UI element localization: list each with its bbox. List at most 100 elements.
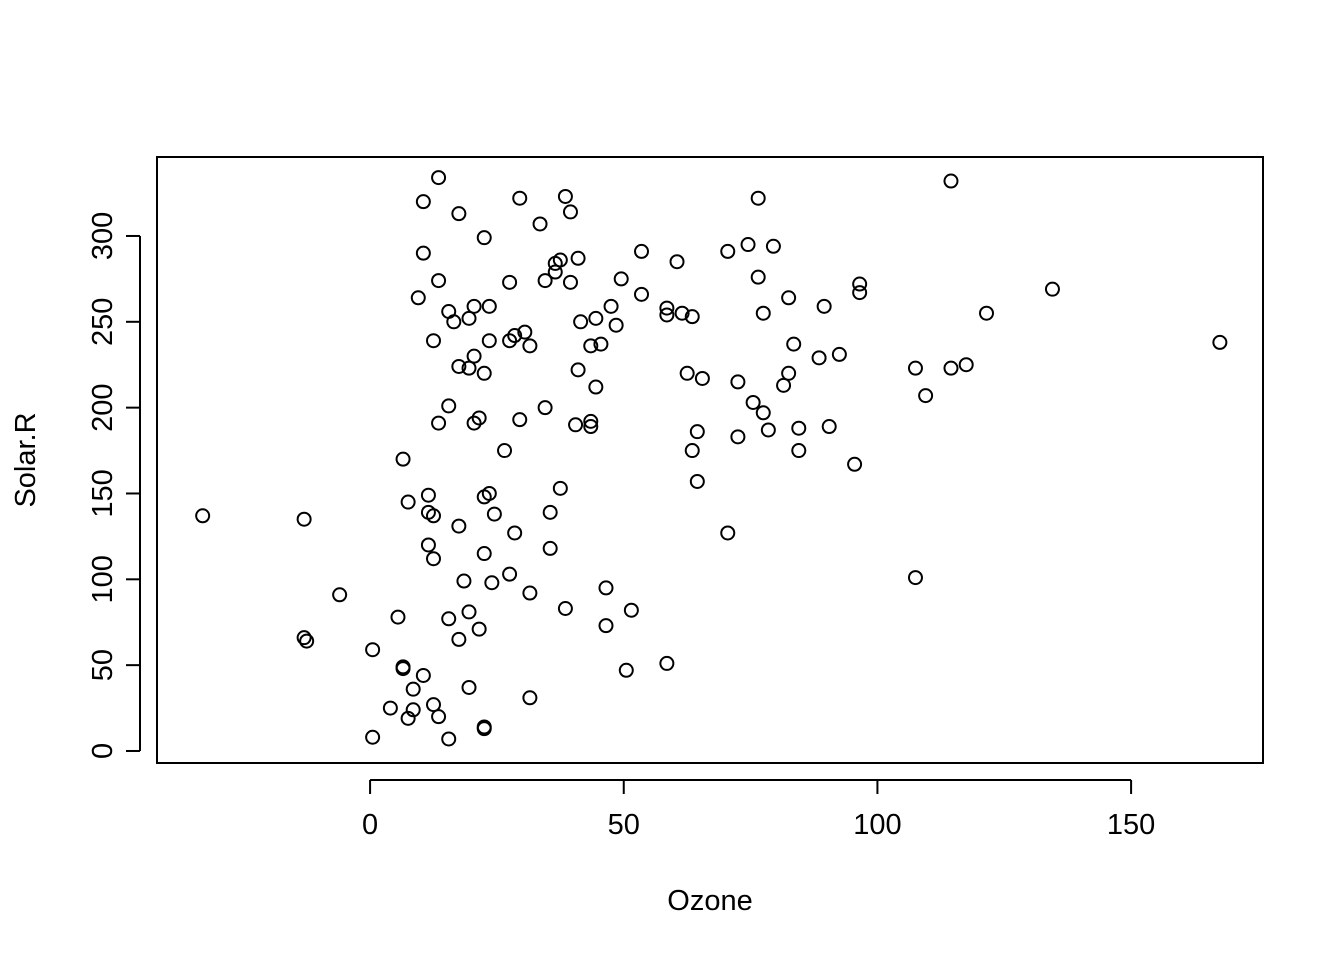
data-point bbox=[486, 506, 502, 522]
data-point bbox=[431, 709, 447, 725]
data-point bbox=[522, 585, 538, 601]
data-point bbox=[476, 230, 492, 246]
data-point bbox=[542, 504, 558, 520]
y-tick-label: 150 bbox=[87, 469, 119, 517]
x-axis: 0 50 100 150 bbox=[362, 779, 1155, 841]
data-point bbox=[750, 190, 766, 206]
data-point bbox=[410, 290, 426, 306]
x-tick-label: 50 bbox=[608, 809, 640, 841]
data-point bbox=[415, 245, 431, 261]
data-point bbox=[755, 405, 771, 421]
data-point bbox=[720, 243, 736, 259]
data-point bbox=[1044, 281, 1060, 297]
data-point bbox=[852, 276, 868, 292]
data-point bbox=[659, 655, 675, 671]
data-point bbox=[365, 729, 381, 745]
data-point bbox=[512, 412, 528, 428]
data-point bbox=[332, 587, 348, 603]
data-point bbox=[847, 456, 863, 472]
x-tick-label: 0 bbox=[362, 809, 378, 841]
data-point bbox=[400, 494, 416, 510]
x-tick-label: 100 bbox=[853, 809, 901, 841]
data-point bbox=[831, 346, 847, 362]
data-point bbox=[484, 575, 500, 591]
data-point bbox=[552, 252, 568, 268]
data-point bbox=[532, 216, 548, 232]
data-point bbox=[603, 298, 619, 314]
y-tick-label: 0 bbox=[87, 743, 119, 759]
data-point bbox=[720, 525, 736, 541]
data-point bbox=[598, 580, 614, 596]
data-point bbox=[689, 473, 705, 489]
data-point bbox=[415, 194, 431, 210]
data-point bbox=[679, 365, 695, 381]
data-point bbox=[979, 305, 994, 321]
data-point bbox=[476, 365, 492, 381]
data-point bbox=[684, 443, 700, 459]
y-tick-label: 50 bbox=[87, 649, 119, 681]
data-point bbox=[669, 254, 685, 270]
data-point bbox=[786, 336, 802, 352]
data-point bbox=[426, 508, 441, 524]
data-points bbox=[195, 170, 1228, 747]
data-point bbox=[557, 600, 573, 616]
data-point bbox=[623, 602, 639, 618]
data-point bbox=[420, 537, 436, 553]
data-point bbox=[426, 333, 441, 349]
data-point bbox=[431, 273, 447, 289]
data-point bbox=[390, 609, 406, 625]
data-point bbox=[852, 285, 868, 301]
data-point bbox=[426, 551, 441, 567]
data-point bbox=[750, 269, 766, 285]
data-point bbox=[1212, 334, 1228, 350]
y-tick-label: 100 bbox=[87, 555, 119, 603]
data-point bbox=[918, 388, 934, 404]
data-point bbox=[451, 631, 467, 647]
data-point bbox=[634, 286, 650, 302]
data-point bbox=[441, 611, 457, 627]
data-point bbox=[466, 415, 482, 431]
data-point bbox=[674, 305, 690, 321]
data-point bbox=[608, 317, 624, 333]
data-point bbox=[684, 309, 700, 325]
data-point bbox=[481, 485, 497, 501]
data-point bbox=[583, 419, 599, 435]
data-point bbox=[791, 443, 807, 459]
y-tick-label: 250 bbox=[87, 298, 119, 346]
data-point bbox=[502, 333, 518, 349]
data-point bbox=[821, 419, 837, 435]
data-point bbox=[299, 633, 315, 649]
data-point bbox=[405, 681, 421, 697]
data-point bbox=[395, 451, 411, 467]
data-point bbox=[588, 310, 604, 326]
data-point bbox=[570, 250, 586, 266]
data-point bbox=[395, 661, 411, 677]
data-point bbox=[659, 300, 675, 316]
data-point bbox=[618, 662, 634, 678]
data-point bbox=[730, 429, 746, 445]
plot-area-frame bbox=[156, 156, 1264, 764]
data-point bbox=[943, 360, 959, 376]
data-point bbox=[689, 424, 705, 440]
data-point bbox=[811, 350, 827, 366]
data-point bbox=[466, 348, 482, 364]
data-point bbox=[451, 358, 467, 374]
data-point bbox=[456, 573, 472, 589]
y-tick-label: 300 bbox=[87, 212, 119, 260]
data-point bbox=[583, 413, 599, 429]
data-point bbox=[537, 273, 553, 289]
data-point bbox=[740, 237, 756, 253]
data-point bbox=[481, 333, 497, 349]
data-point bbox=[466, 298, 482, 314]
data-point bbox=[537, 400, 553, 416]
data-point bbox=[907, 360, 923, 376]
data-point bbox=[583, 338, 599, 354]
data-point bbox=[568, 417, 584, 433]
data-point bbox=[497, 443, 513, 459]
data-point bbox=[745, 394, 761, 410]
data-point bbox=[481, 298, 497, 314]
data-point bbox=[634, 243, 650, 259]
data-point bbox=[573, 314, 589, 330]
data-point bbox=[431, 170, 447, 186]
data-point bbox=[296, 630, 312, 646]
